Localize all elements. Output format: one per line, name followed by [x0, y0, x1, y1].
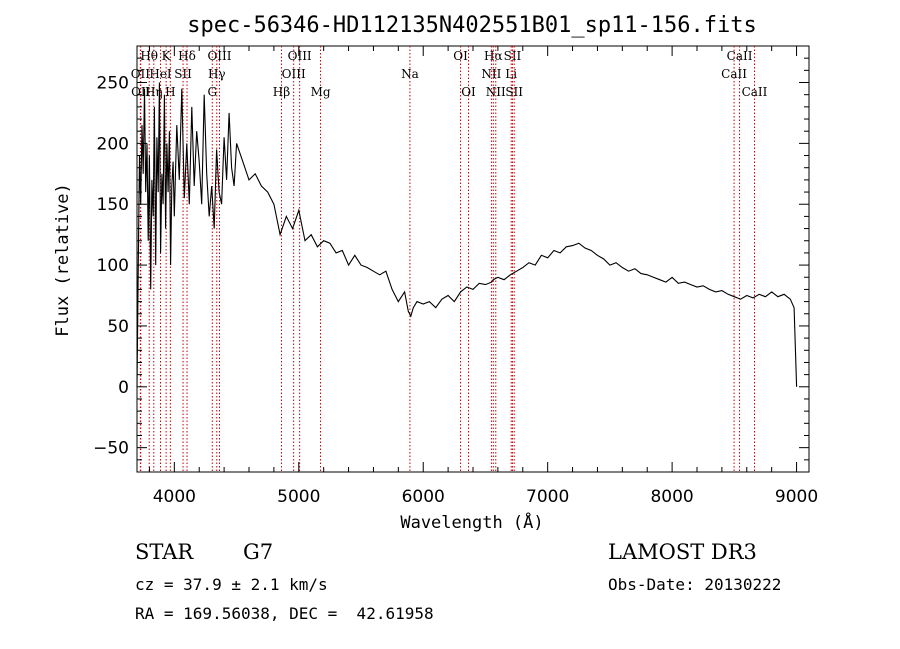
spectral-line-label: OIII: [282, 67, 306, 81]
y-tick-labels: −50 0 50 100 150 200 250: [93, 74, 129, 459]
y-tick-label: 50: [107, 317, 129, 337]
y-tick-label: 200: [97, 134, 129, 154]
spectral-line-label: Li: [505, 67, 517, 81]
x-tick-label: 6000: [402, 487, 445, 507]
spectral-line-label: HeI: [149, 67, 172, 81]
object-subclass: G7: [243, 540, 274, 564]
y-tick-label: 250: [97, 74, 129, 94]
spectral-line-label: SII: [174, 67, 192, 81]
y-axis-label: Flux (relative): [53, 183, 73, 337]
spectral-line-label: Hδ: [178, 49, 196, 63]
x-tick-label: 5000: [277, 487, 320, 507]
redshift-readout: cz = 37.9 ± 2.1 km/s: [135, 575, 328, 594]
y-tick-label: 0: [118, 378, 129, 398]
spectral-line-label: Hθ: [140, 49, 158, 63]
x-tick-label: 8000: [650, 487, 693, 507]
spectral-line-label: OI: [453, 49, 468, 63]
spectral-line-label: NII: [486, 85, 506, 99]
spectral-line-label: OIII: [207, 49, 231, 63]
survey-name: LAMOST DR3: [608, 540, 757, 564]
plot-frame: [136, 45, 810, 473]
spectral-line-label: OIII: [288, 49, 312, 63]
y-tick-label: −50: [93, 439, 129, 459]
spectral-line-label: Mg: [311, 85, 331, 99]
spectral-line-label: H: [165, 85, 175, 99]
spectral-line-label: CaII: [742, 85, 768, 99]
spectral-line-label: K: [162, 49, 172, 63]
spectral-line-label: CaII: [727, 49, 753, 63]
ticks-layer: [137, 46, 809, 472]
spectral-line-label: Hβ: [273, 85, 290, 99]
spectral-line-label: OII: [131, 85, 151, 99]
series-layer: [136, 82, 798, 387]
x-tick-label: 7000: [526, 487, 569, 507]
object-class: STAR: [135, 540, 194, 564]
spectral-line-label: SII: [505, 85, 523, 99]
flux-series-line: [136, 82, 798, 387]
spectral-line-label: Hα: [484, 49, 503, 63]
coordinates-readout: RA = 169.56038, DEC = 42.61958: [135, 604, 434, 623]
observation-date: Obs-Date: 20130222: [608, 575, 782, 594]
x-tick-label: 4000: [153, 487, 196, 507]
spectral-line-label: Hη: [145, 85, 163, 99]
spectral-line-label: SII: [504, 49, 522, 63]
spectral-line-label: OI: [461, 85, 476, 99]
x-tick-labels: 4000 5000 6000 7000 8000 9000: [153, 487, 818, 507]
chart-title: spec-56346-HD112135N402551B01_sp11-156.f…: [187, 13, 757, 38]
spectral-line-label: G: [207, 85, 217, 99]
y-tick-label: 150: [97, 195, 129, 215]
x-tick-label: 9000: [775, 487, 818, 507]
spectral-line-label: CaII: [721, 67, 747, 81]
x-axis-label: Wavelength (Å): [400, 511, 543, 533]
spectral-line-label: Na: [401, 67, 419, 81]
spectral-line-label: Hγ: [208, 67, 226, 81]
y-tick-label: 100: [97, 256, 129, 276]
spectral-line-label: NII: [481, 67, 501, 81]
